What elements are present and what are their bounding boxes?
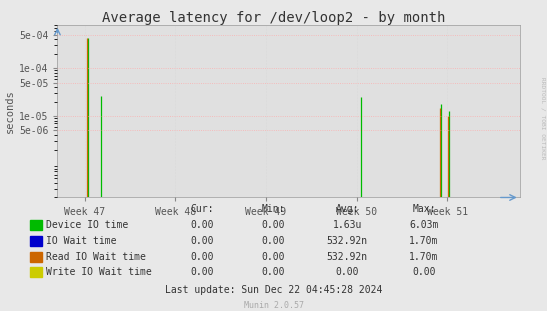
Text: Last update: Sun Dec 22 04:45:28 2024: Last update: Sun Dec 22 04:45:28 2024 [165,285,382,295]
Text: RRDTOOL / TOBI OETIKER: RRDTOOL / TOBI OETIKER [541,77,546,160]
Text: 0.00: 0.00 [262,220,285,230]
Text: 0.00: 0.00 [191,220,214,230]
Text: 0.00: 0.00 [191,252,214,262]
Text: Device IO time: Device IO time [46,220,129,230]
Text: 0.00: 0.00 [412,267,435,277]
Text: 532.92n: 532.92n [327,236,368,246]
Text: 0.00: 0.00 [262,236,285,246]
Text: Read IO Wait time: Read IO Wait time [46,252,147,262]
Text: 0.00: 0.00 [191,267,214,277]
Text: Min:: Min: [262,204,285,214]
Text: 1.63u: 1.63u [333,220,362,230]
Text: 532.92n: 532.92n [327,252,368,262]
Y-axis label: seconds: seconds [5,89,15,133]
Text: 0.00: 0.00 [262,252,285,262]
Text: Max:: Max: [412,204,435,214]
Text: 0.00: 0.00 [336,267,359,277]
Text: Write IO Wait time: Write IO Wait time [46,267,152,277]
Text: 1.70m: 1.70m [409,252,439,262]
Text: Avg:: Avg: [336,204,359,214]
Text: 0.00: 0.00 [262,267,285,277]
Text: Average latency for /dev/loop2 - by month: Average latency for /dev/loop2 - by mont… [102,11,445,25]
Text: IO Wait time: IO Wait time [46,236,117,246]
Text: 6.03m: 6.03m [409,220,439,230]
Text: 0.00: 0.00 [191,236,214,246]
Text: Munin 2.0.57: Munin 2.0.57 [243,301,304,310]
Text: 1.70m: 1.70m [409,236,439,246]
Text: Cur:: Cur: [191,204,214,214]
